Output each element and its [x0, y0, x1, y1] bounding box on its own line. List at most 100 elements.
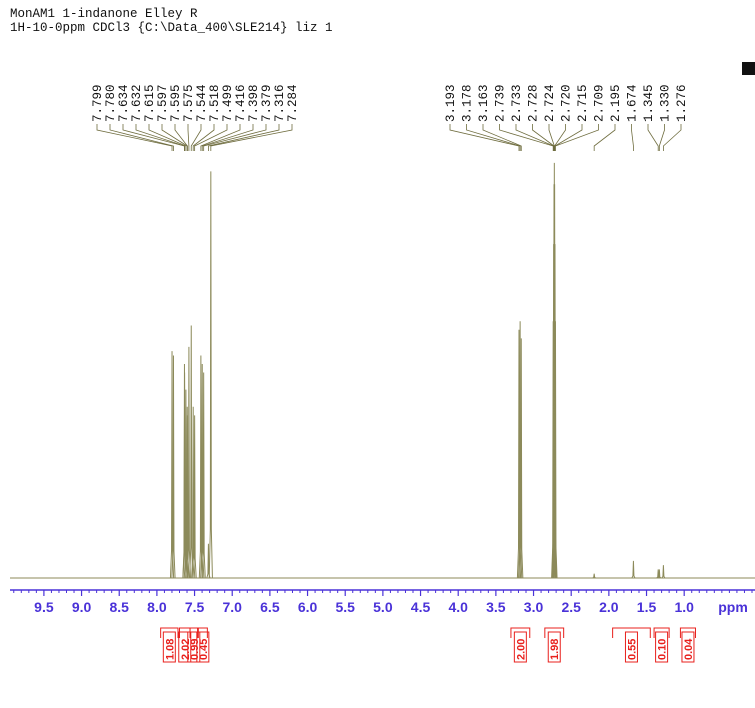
integral-box [513, 631, 527, 663]
integral-bracket [544, 627, 565, 638]
peak-leader [593, 124, 616, 151]
peak-leader [148, 124, 187, 151]
peak-label: 2.195 [609, 84, 623, 122]
peak-leader [192, 124, 215, 151]
peak-leader [482, 124, 522, 151]
peak [201, 372, 206, 579]
peak-leader [658, 124, 665, 151]
integral-box [547, 631, 561, 663]
peak-label: 7.615 [143, 84, 157, 122]
peak [519, 338, 524, 579]
peak [516, 329, 522, 579]
peak-label: 7.284 [286, 84, 300, 122]
peak-leader [499, 124, 554, 151]
peak-leader [532, 124, 555, 151]
integral-box [187, 631, 201, 663]
integral-bracket [612, 627, 651, 638]
peak [661, 565, 666, 579]
integral-bracket [189, 627, 199, 638]
peak-label: 2.709 [593, 84, 607, 122]
peak-label: 7.634 [117, 84, 131, 122]
peak-leader [194, 124, 228, 151]
peak [657, 569, 662, 579]
chart-title: MonAM1 1-indanone Elley R [10, 7, 198, 21]
peak-leader [449, 124, 520, 151]
integral-label: 0.04 [683, 638, 695, 660]
peak-leader [203, 124, 267, 151]
x-tick-label: 9.0 [72, 599, 92, 615]
peak-label: 2.724 [543, 84, 557, 122]
x-tick-label: 2.0 [599, 599, 619, 615]
peak-label: 2.739 [494, 84, 508, 122]
peak-label: 1.345 [642, 84, 656, 122]
integral-box [162, 631, 176, 663]
integral-box [178, 631, 192, 663]
peak [186, 346, 192, 579]
integral-label: 0.10 [657, 639, 669, 660]
peak-leader [208, 124, 280, 151]
peak [189, 325, 194, 579]
peak-leader [210, 124, 293, 151]
peak-label: 7.416 [234, 84, 248, 122]
integral-bracket [510, 627, 531, 638]
peak-label: 7.398 [247, 84, 261, 122]
peak-leader [200, 124, 241, 151]
x-tick-label: 9.5 [34, 599, 54, 615]
x-tick-label: 3.0 [524, 599, 544, 615]
peak-label: 7.499 [221, 84, 235, 122]
peak-label: 7.595 [169, 84, 183, 122]
peak-label: 2.733 [510, 84, 524, 122]
peak-label: 1.330 [659, 84, 673, 122]
x-tick-label: 4.5 [411, 599, 431, 615]
peak-leader [187, 124, 190, 151]
peak-label: 7.632 [130, 84, 144, 122]
peak-leader [201, 124, 254, 151]
peak-label: 7.379 [260, 84, 274, 122]
integral-bracket [653, 627, 670, 638]
peak-leader [647, 124, 659, 151]
peak [631, 560, 636, 579]
peak-leader [190, 124, 202, 151]
peak-label: 3.178 [461, 84, 475, 122]
integral-label: 0.99 [189, 639, 201, 660]
peak [592, 573, 596, 579]
peak-label: 7.544 [195, 84, 209, 122]
peak [518, 321, 523, 579]
peak-leader [109, 124, 174, 151]
integral-bracket [679, 627, 696, 638]
x-tick-label: 5.0 [373, 599, 393, 615]
peak-label: 1.276 [675, 84, 689, 122]
peak-leader [174, 124, 188, 151]
x-tick-label: 7.5 [185, 599, 205, 615]
chart-subtitle: 1H-10-0ppm CDCl3 {C:\Data_400\SLE214} li… [10, 21, 333, 35]
x-tick-label: 6.5 [260, 599, 280, 615]
x-axis-label: ppm [718, 599, 748, 615]
x-tick-label: 1.0 [674, 599, 694, 615]
x-tick-label: 8.5 [109, 599, 129, 615]
peak-label: 1.674 [626, 84, 640, 122]
peak-label: 7.780 [104, 84, 118, 122]
peak-label: 2.720 [560, 84, 574, 122]
peak [192, 415, 197, 579]
integral-box [681, 631, 695, 663]
peak-label: 7.597 [156, 84, 170, 122]
peak-leader [663, 124, 682, 151]
peak [171, 355, 176, 579]
peak-leader [631, 124, 634, 151]
peak-leader [554, 124, 583, 151]
integral-label: 1.98 [549, 639, 561, 660]
x-tick-label: 4.0 [448, 599, 468, 615]
peak-label: 7.575 [182, 84, 196, 122]
peak [553, 321, 558, 579]
integral-label: 0.55 [626, 639, 638, 660]
peak-leader [554, 124, 566, 151]
peak-leader [555, 124, 599, 151]
peak-label: 7.518 [208, 84, 222, 122]
peak-label: 7.316 [273, 84, 287, 122]
integral-bracket [178, 627, 191, 638]
peak-label: 3.163 [477, 84, 491, 122]
integral-bracket [160, 627, 179, 638]
peak [208, 171, 213, 579]
peak-leader [135, 124, 186, 151]
